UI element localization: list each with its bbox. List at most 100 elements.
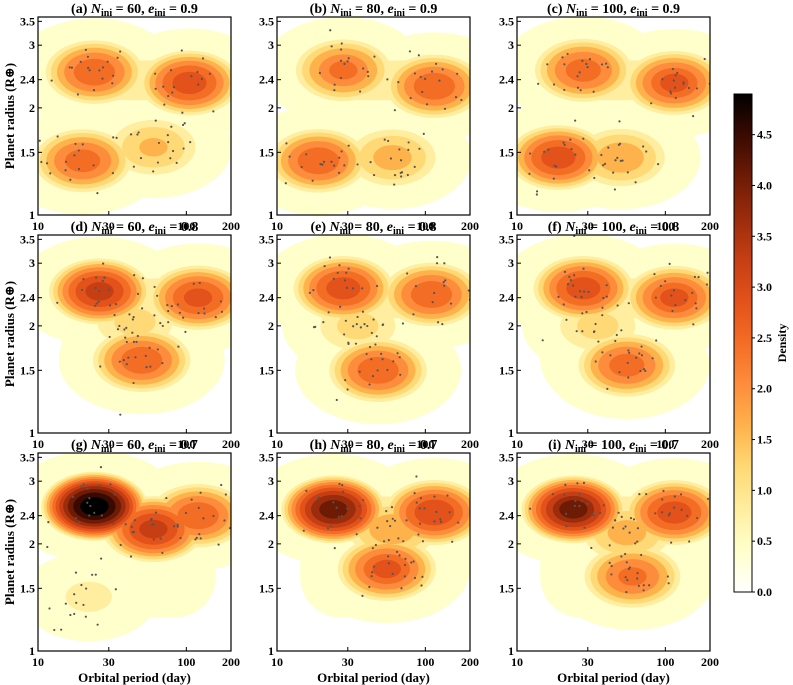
planet-point [359,326,362,329]
planet-point [198,532,201,536]
planet-point [607,146,610,149]
planet-point [370,575,373,578]
planet-point [108,304,112,307]
planet-point [112,136,115,139]
planet-point [438,79,441,82]
planet-point [88,497,91,500]
colorbar-tick-label: 4.0 [757,178,772,192]
planet-point [615,333,618,337]
planet-point [616,304,619,307]
planet-point [371,375,375,378]
planet-point [86,55,90,58]
planet-point [600,63,604,66]
planet-point [106,60,109,63]
x-tick-label: 10 [32,219,44,233]
planet-point [662,489,665,493]
panel-title: (h) Nini = 80, eini = 0.7 [310,438,438,455]
y-tick-label: 2 [268,537,274,551]
y-tick-label: 2 [29,537,35,551]
planet-point [113,493,116,496]
x-tick-label: 30 [582,219,594,233]
planet-point [616,156,619,159]
planet-point [443,262,446,265]
planet-point [639,369,642,373]
planet-point [131,318,134,321]
contour-blob [329,61,358,80]
planet-point [203,307,206,310]
planet-point [674,74,677,77]
panel-title: (a) Nini = 60, eini = 0.9 [71,2,198,19]
y-tick-label: 3.5 [499,232,514,246]
planet-point [419,75,422,79]
planet-point [219,300,222,303]
planet-point [687,86,691,90]
x-axis-label: Orbital period (day) [78,670,191,685]
panel-title: (c) Nini = 100, eini = 0.9 [547,2,680,19]
planet-point [86,487,89,490]
x-tick-label: 100 [656,219,674,233]
planet-point [341,490,345,493]
planet-point [132,165,135,168]
planet-point [371,547,375,550]
planet-point [152,538,155,541]
planet-point [612,171,615,174]
planet-point [124,336,127,339]
planet-point [576,75,579,78]
contour-blob [139,138,168,157]
planet-point [363,323,366,326]
planet-point [413,576,417,580]
planet-point [192,282,195,285]
planet-point [101,66,105,69]
planet-point [368,383,371,386]
planet-point [435,510,438,514]
y-tick-label: 1 [268,426,274,440]
planet-point [284,182,287,185]
contour-blob [65,581,112,612]
planet-point [537,82,540,85]
contour-blob [413,72,456,100]
y-tick-label: 2.4 [20,509,35,523]
planet-point [636,527,640,530]
planet-point [84,48,88,51]
planet-point [305,489,308,493]
y-axis-label: Planet radius (R⊕) [2,281,17,387]
planet-point [167,309,170,313]
planet-point [202,517,205,520]
planet-points [302,475,460,597]
planet-point [305,153,308,156]
planet-point [170,125,173,128]
planet-point [613,519,617,522]
planet-point [456,72,459,75]
planet-point [329,29,332,32]
planet-point [47,521,50,524]
planet-point [594,360,597,363]
planet-point [133,519,137,522]
planet-point [654,512,657,515]
planet-point [706,497,710,500]
planet-point [578,71,581,74]
planet-point [570,148,573,151]
contour-level-10 [559,500,588,519]
planet-point [149,365,152,368]
planet-point [71,495,75,498]
planet-point [425,103,429,106]
planet-point [343,62,346,65]
planet-point [618,120,621,123]
planet-point [566,283,570,286]
planet-point [376,284,379,288]
planet-point [632,518,636,521]
planet-point [308,291,311,294]
planet-point [636,571,639,575]
y-tick-label: 2 [508,101,514,115]
planet-point [381,358,384,361]
planet-point [77,167,81,171]
planet-point [50,79,53,82]
colorbar-tick-label: 1.0 [757,483,772,497]
planet-point [672,506,676,509]
contour-blob [337,312,379,340]
planet-point [347,267,350,270]
planet-point [608,561,611,564]
planet-point [582,137,585,140]
y-tick-label: 3 [268,474,274,488]
